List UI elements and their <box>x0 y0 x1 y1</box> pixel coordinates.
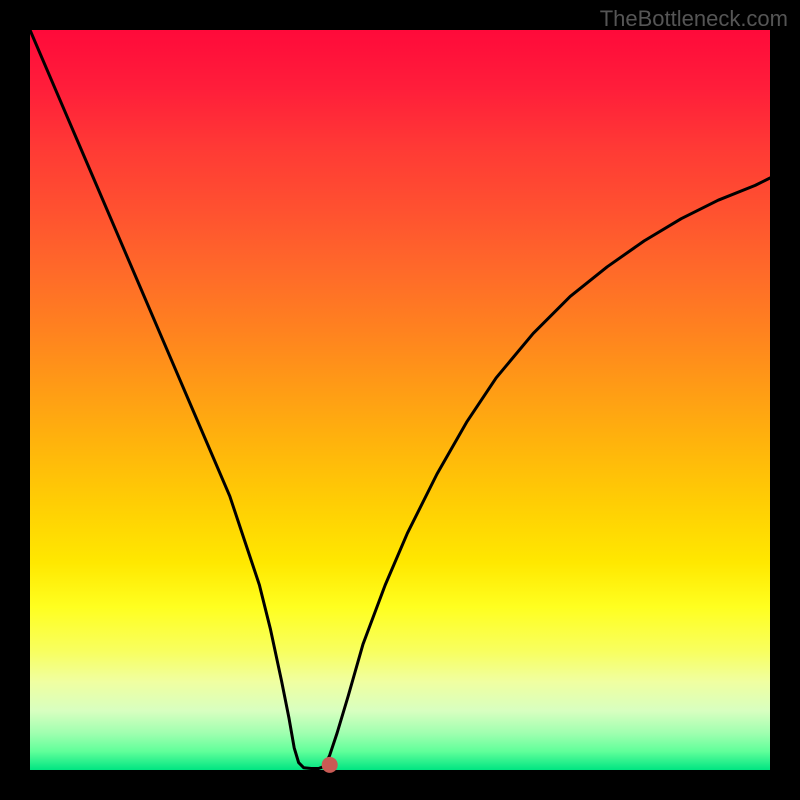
optimal-point-marker <box>322 757 338 773</box>
watermark-text: TheBottleneck.com <box>600 6 788 32</box>
bottleneck-chart: TheBottleneck.com <box>0 0 800 800</box>
chart-svg <box>0 0 800 800</box>
plot-background <box>30 30 770 770</box>
